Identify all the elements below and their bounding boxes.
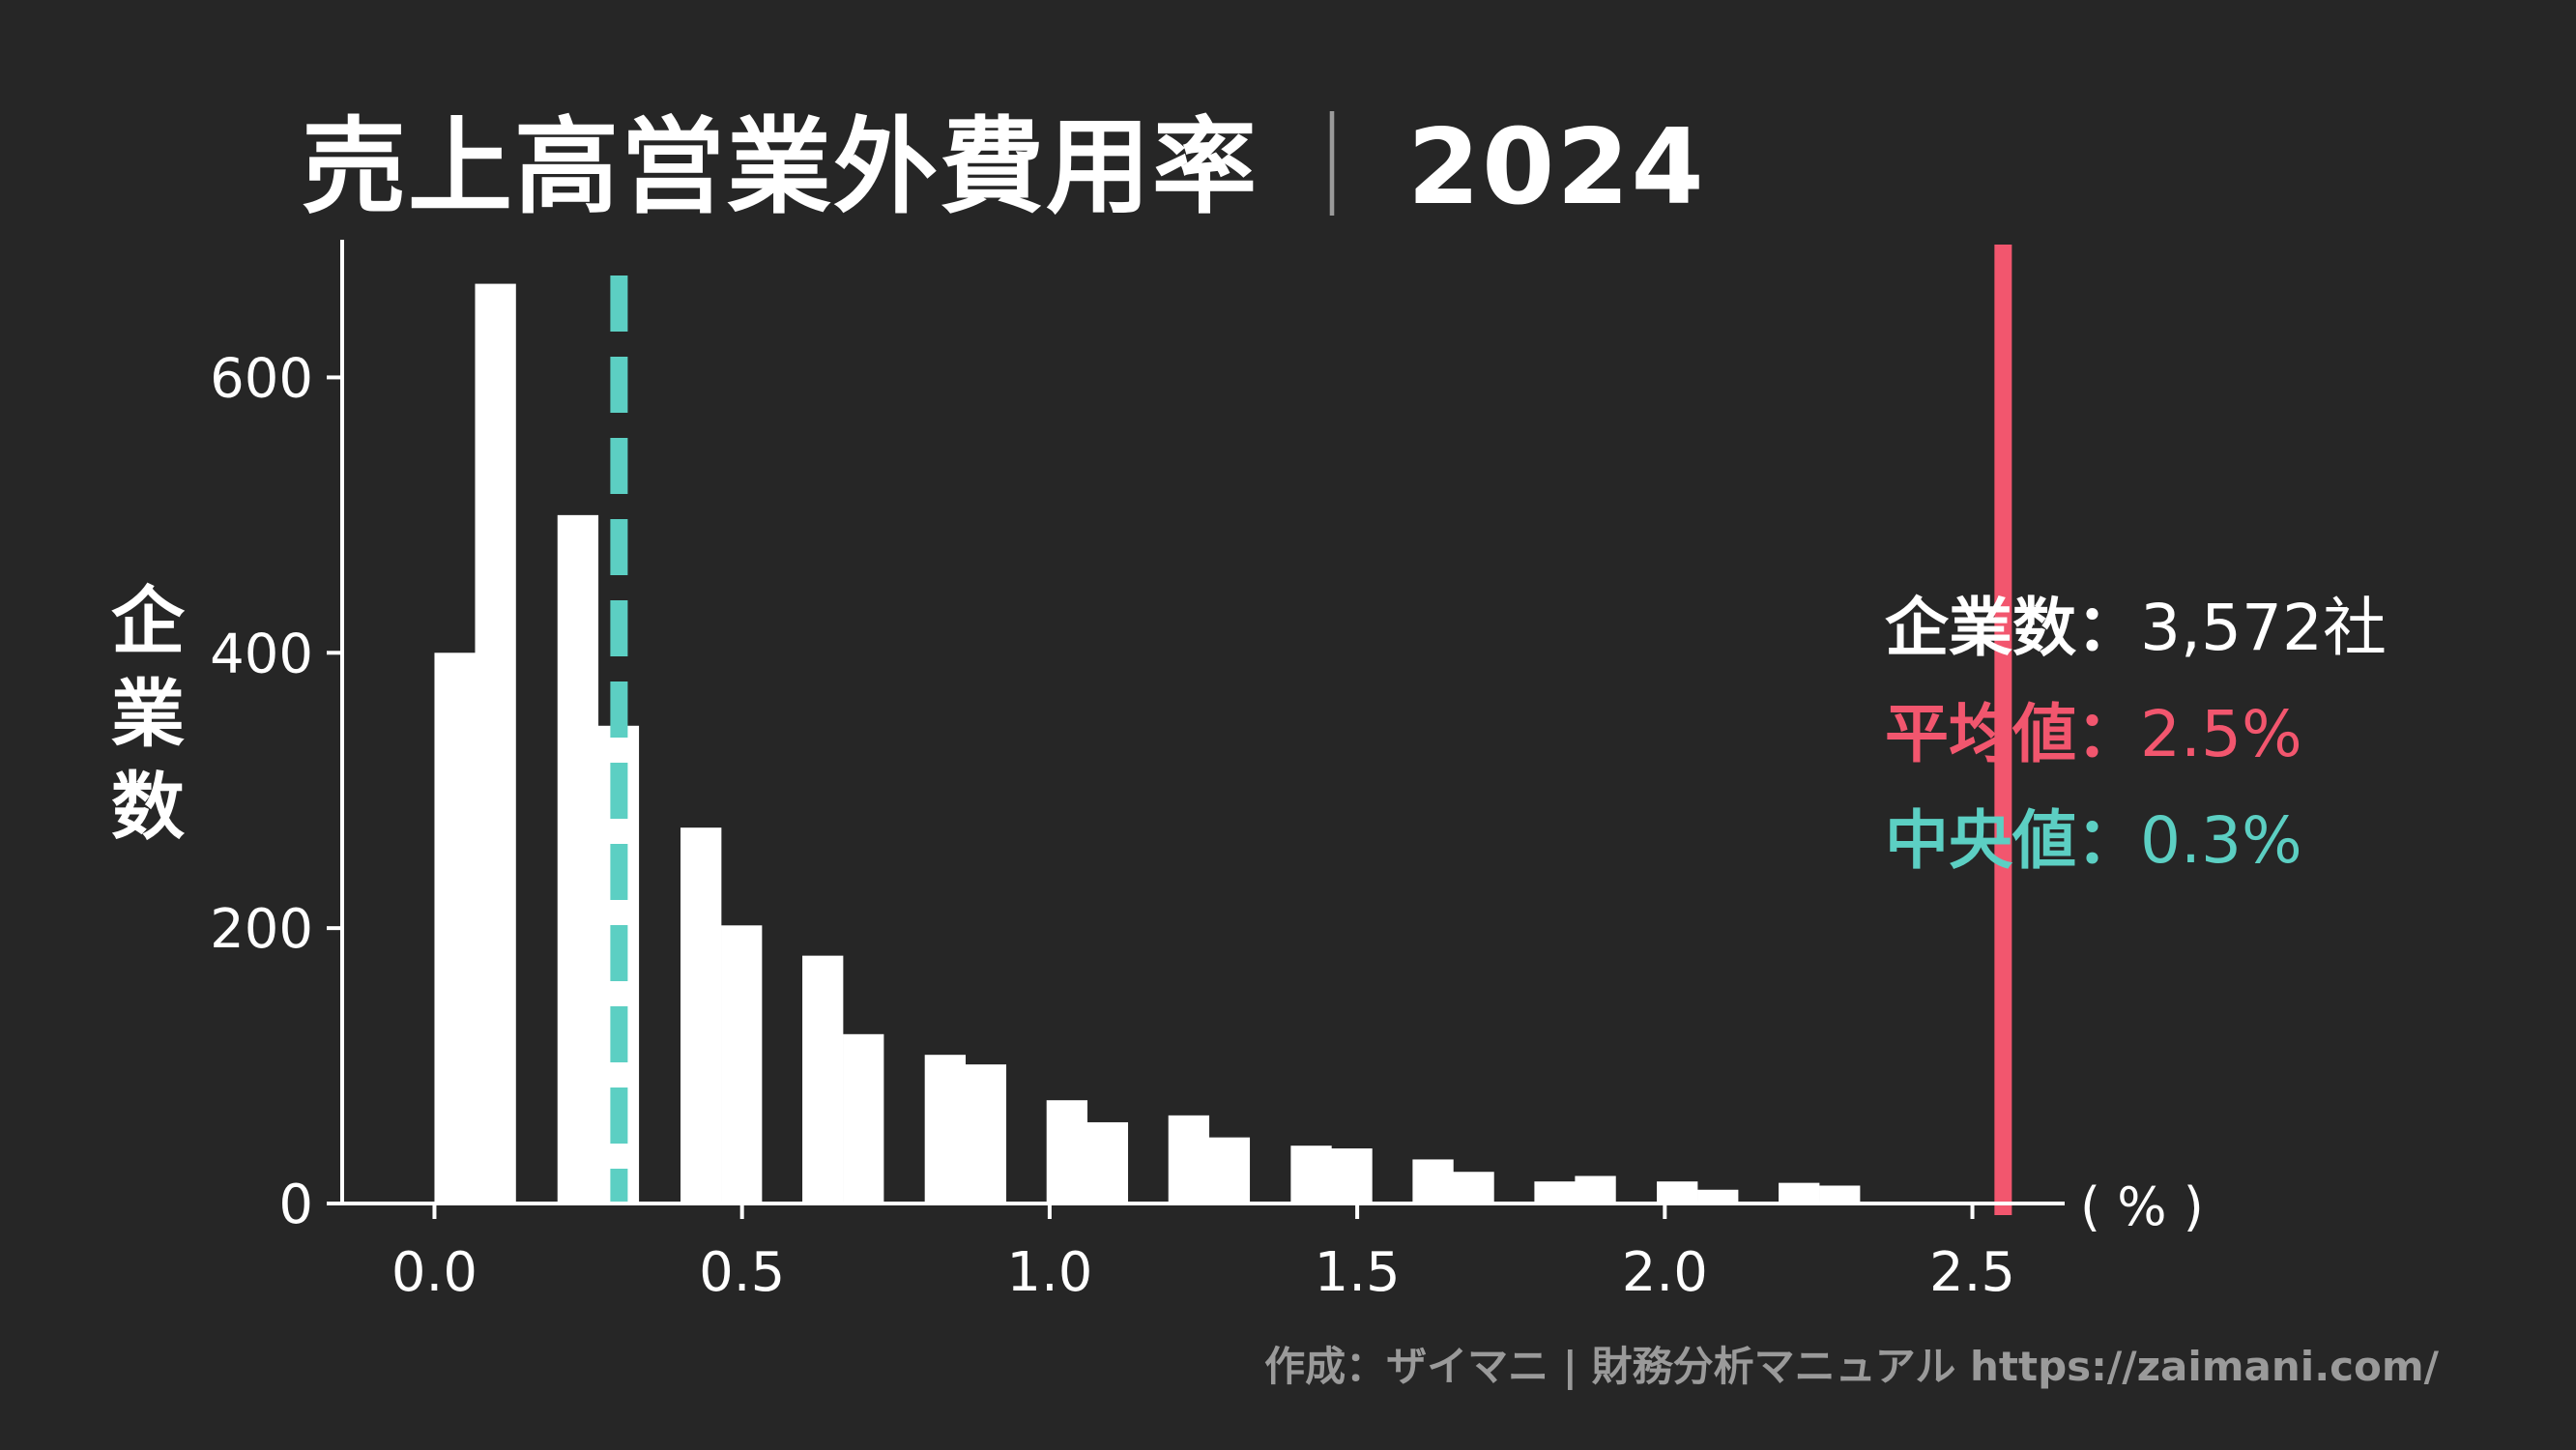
title-year: 2024 [1407, 107, 1706, 228]
histogram-bar [1086, 1121, 1129, 1204]
y-tick-label: 0 [278, 1174, 313, 1236]
stats-legend: 企業数：3,572社 平均値：2.5% 中央値：0.3% [1885, 575, 2387, 894]
x-axis-unit: ( % ) [2080, 1176, 2204, 1237]
source-credit: 作成：ザイマニ | 財務分析マニュアル https://zaimani.com/ [1264, 1343, 2439, 1390]
stat-median-sep: ： [2076, 803, 2140, 878]
stat-count-sep: ： [2076, 591, 2140, 665]
ticks-layer: 0 200 400 600 0.0 0.5 1.0 1.5 2.0 2.5 [210, 347, 2015, 1304]
stat-mean-value: 2.5% [2140, 697, 2302, 771]
x-tick-label: 1.0 [1006, 1241, 1092, 1304]
chart-title: 売上高営業外費用率｜ 2024 [302, 83, 1706, 234]
histogram-bar [1168, 1115, 1210, 1204]
histogram-bar [434, 652, 476, 1204]
x-tick-label: 2.5 [1929, 1241, 2015, 1304]
y-axis-label-char: 数 [111, 764, 185, 850]
histogram-bar [965, 1064, 1007, 1204]
histogram-bar [1412, 1159, 1454, 1204]
histogram-bar [1697, 1189, 1739, 1204]
x-tick-label: 2.0 [1622, 1241, 1708, 1304]
histogram-bar [924, 1055, 967, 1204]
histogram-bar [1046, 1100, 1088, 1204]
axes-layer [340, 240, 2065, 1205]
stat-median-value: 0.3% [2140, 803, 2302, 878]
histogram-bar [1779, 1182, 1820, 1204]
stat-count-value: 3,572社 [2140, 591, 2387, 665]
title-separator: ｜ [1280, 107, 1387, 228]
histogram-bar [843, 1033, 884, 1204]
stat-count: 企業数：3,572社 [1885, 575, 2387, 682]
y-axis-label: 企 業 数 [104, 575, 191, 854]
histogram-bar [1208, 1137, 1251, 1204]
histogram-bar [1290, 1146, 1332, 1204]
stat-median-label: 中央値 [1885, 803, 2076, 878]
y-tick-label: 400 [210, 623, 313, 685]
stat-mean-sep: ： [2076, 697, 2140, 771]
histogram-bar [1534, 1181, 1576, 1204]
y-tick-label: 600 [210, 347, 313, 410]
histogram-bar [721, 925, 763, 1204]
histogram-bar [557, 514, 599, 1204]
histogram-bar [1657, 1181, 1698, 1204]
x-tick-label: 0.5 [699, 1241, 785, 1304]
histogram-bar [1331, 1148, 1373, 1204]
histogram-bar [1453, 1172, 1494, 1204]
stat-count-label: 企業数 [1885, 591, 2076, 665]
reference-lines [610, 245, 2012, 1215]
y-axis-label-char: 企 [111, 578, 185, 664]
bars-layer [434, 283, 1861, 1204]
stat-mean-label: 平均値 [1885, 697, 2076, 771]
x-tick-label: 1.5 [1315, 1241, 1401, 1304]
histogram-bar [680, 827, 722, 1204]
histogram-bar [1819, 1185, 1861, 1204]
y-axis-label-char: 業 [111, 671, 185, 757]
y-tick-label: 200 [210, 898, 313, 961]
x-tick-label: 0.0 [391, 1241, 478, 1304]
histogram-bar [475, 283, 516, 1204]
histogram-bar [1575, 1175, 1616, 1204]
histogram-bar [802, 955, 844, 1204]
stat-median: 中央値：0.3% [1885, 788, 2387, 894]
stat-mean: 平均値：2.5% [1885, 682, 2387, 788]
title-main: 売上高営業外費用率 [302, 107, 1259, 228]
